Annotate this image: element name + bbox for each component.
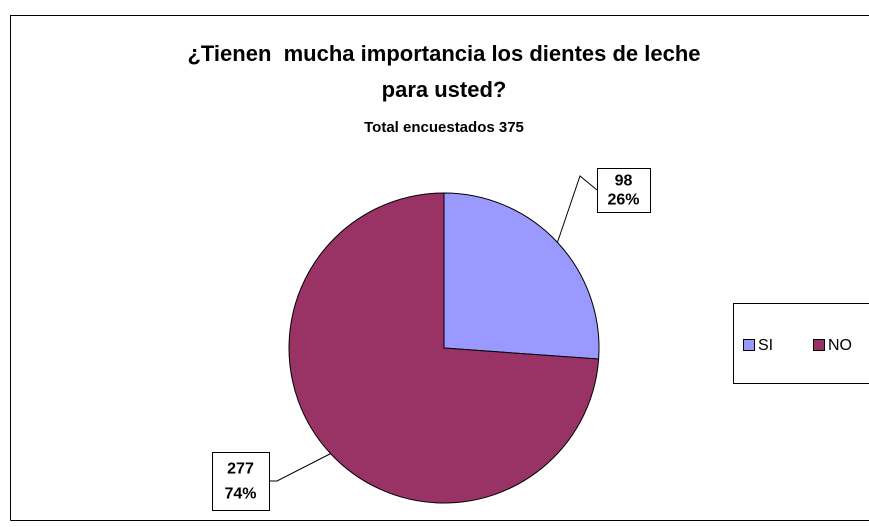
data-label: 98 xyxy=(615,172,633,189)
data-label: 26% xyxy=(607,191,639,208)
data-label: 74% xyxy=(224,486,256,503)
legend-label: NO xyxy=(828,337,852,354)
leader-line xyxy=(556,175,598,243)
chart-title: para usted? xyxy=(382,77,507,102)
legend-swatch xyxy=(813,339,825,351)
chart-subtitle: Total encuestados 375 xyxy=(364,119,524,136)
data-label: 277 xyxy=(227,461,254,478)
legend-label: SI xyxy=(758,337,773,354)
data-label-box xyxy=(597,168,651,213)
pie-slice xyxy=(443,192,600,360)
data-label-box xyxy=(212,452,270,511)
chart-title: ¿Tienen mucha importancia los dientes de… xyxy=(187,41,700,66)
leader-line xyxy=(269,453,331,482)
legend-swatch xyxy=(743,339,755,351)
legend-box xyxy=(733,303,869,384)
chart-border xyxy=(10,15,869,521)
